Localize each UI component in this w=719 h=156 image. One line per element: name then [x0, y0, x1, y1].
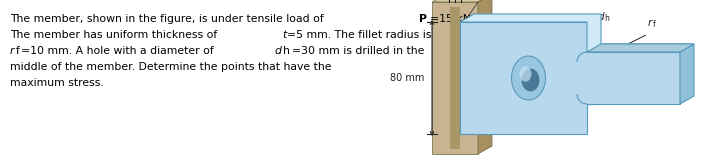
Text: The member has uniform thickness of: The member has uniform thickness of	[10, 30, 221, 40]
Text: =30 mm is drilled in the: =30 mm is drilled in the	[292, 46, 424, 56]
Text: f: f	[16, 46, 19, 56]
Text: =5 mm. The fillet radius is: =5 mm. The fillet radius is	[288, 30, 432, 40]
Polygon shape	[460, 14, 694, 52]
Polygon shape	[680, 44, 694, 104]
Text: =15 kN.: =15 kN.	[430, 14, 474, 24]
Text: r: r	[648, 18, 652, 28]
Text: h: h	[283, 46, 290, 56]
Text: d: d	[274, 46, 281, 56]
Text: The member, shown in the figure, is under tensile load of: The member, shown in the figure, is unde…	[10, 14, 327, 24]
Text: f: f	[653, 20, 656, 29]
Ellipse shape	[522, 69, 539, 91]
Text: d: d	[598, 12, 605, 22]
Ellipse shape	[511, 56, 546, 100]
Text: t: t	[282, 30, 286, 40]
Text: 80 mm: 80 mm	[390, 73, 424, 83]
Ellipse shape	[520, 66, 531, 82]
Bar	[450, 7, 460, 149]
Polygon shape	[587, 44, 694, 52]
Text: P: P	[419, 14, 427, 24]
Text: r: r	[10, 46, 14, 56]
Polygon shape	[460, 22, 680, 134]
Polygon shape	[432, 0, 492, 2]
Text: =10 mm. A hole with a diameter of: =10 mm. A hole with a diameter of	[21, 46, 217, 56]
Text: h: h	[604, 14, 609, 23]
Text: maximum stress.: maximum stress.	[10, 78, 104, 88]
Bar	[432, 2, 478, 154]
Polygon shape	[478, 0, 492, 154]
Text: 60 mm: 60 mm	[594, 73, 628, 83]
Text: middle of the member. Determine the points that have the: middle of the member. Determine the poin…	[10, 62, 331, 72]
